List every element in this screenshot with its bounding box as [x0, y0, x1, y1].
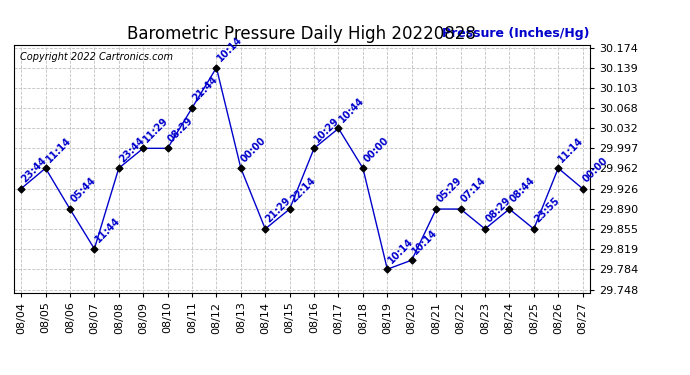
Text: 00:00: 00:00 — [239, 135, 268, 164]
Point — [259, 226, 270, 232]
Text: 07:14: 07:14 — [459, 176, 488, 205]
Text: 05:29: 05:29 — [435, 176, 464, 205]
Text: 23:44: 23:44 — [117, 135, 146, 164]
Point — [577, 186, 588, 192]
Text: 21:29: 21:29 — [264, 196, 293, 225]
Point — [113, 165, 124, 171]
Point — [333, 126, 344, 132]
Text: 10:14: 10:14 — [215, 34, 244, 63]
Text: Copyright 2022 Cartronics.com: Copyright 2022 Cartronics.com — [19, 53, 172, 62]
Text: 10:44: 10:44 — [337, 95, 366, 124]
Text: 23:44: 23:44 — [19, 156, 48, 184]
Point — [16, 186, 27, 192]
Point — [89, 246, 100, 252]
Point — [308, 146, 319, 152]
Text: 10:14: 10:14 — [411, 227, 440, 256]
Point — [431, 206, 442, 212]
Text: 11:14: 11:14 — [557, 135, 586, 164]
Text: 00:00: 00:00 — [581, 156, 610, 184]
Text: 10:14: 10:14 — [386, 236, 415, 265]
Point — [455, 206, 466, 212]
Point — [382, 266, 393, 272]
Point — [162, 146, 173, 152]
Text: 08:29: 08:29 — [166, 115, 195, 144]
Title: Barometric Pressure Daily High 20220828: Barometric Pressure Daily High 20220828 — [128, 26, 476, 44]
Point — [529, 226, 540, 232]
Text: 11:44: 11:44 — [93, 216, 122, 244]
Point — [64, 206, 75, 212]
Point — [553, 165, 564, 171]
Point — [406, 257, 417, 263]
Text: 08:44: 08:44 — [508, 176, 537, 205]
Point — [284, 206, 295, 212]
Text: 05:44: 05:44 — [68, 176, 97, 205]
Point — [235, 165, 246, 171]
Point — [40, 165, 51, 171]
Text: 22:14: 22:14 — [288, 176, 317, 205]
Text: 08:29: 08:29 — [484, 196, 513, 225]
Point — [211, 65, 222, 71]
Text: 11:29: 11:29 — [141, 115, 170, 144]
Point — [186, 105, 197, 111]
Text: 10:29: 10:29 — [313, 115, 342, 144]
Point — [357, 165, 368, 171]
Point — [504, 206, 515, 212]
Text: 21:44: 21:44 — [190, 75, 219, 104]
Point — [138, 146, 149, 152]
Point — [480, 226, 491, 232]
Text: Pressure (Inches/Hg): Pressure (Inches/Hg) — [442, 27, 590, 40]
Text: 00:00: 00:00 — [362, 135, 391, 164]
Text: 23:55: 23:55 — [532, 196, 561, 225]
Text: 11:14: 11:14 — [44, 135, 73, 164]
